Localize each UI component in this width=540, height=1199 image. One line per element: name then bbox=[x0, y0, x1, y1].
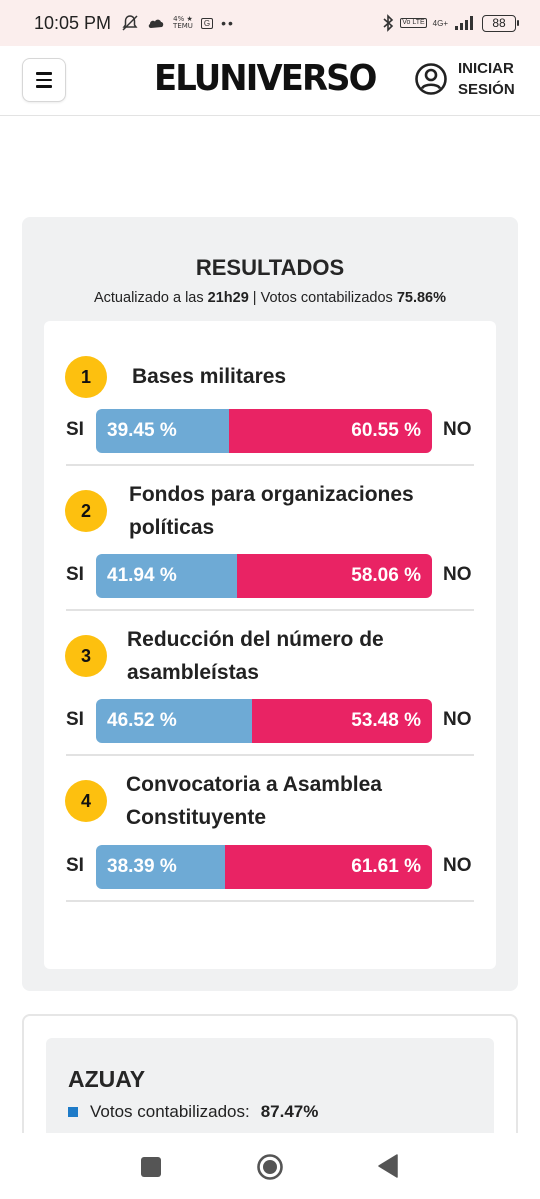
question-title: Reducción del número de asambleístas bbox=[127, 628, 384, 684]
site-header: ELUNIVERSO INICIAR SESIÓN bbox=[0, 46, 540, 116]
status-left-icons: 4% ★ TEMU G •• bbox=[121, 14, 235, 32]
more-notifications-icon: •• bbox=[221, 15, 235, 31]
province-panel[interactable]: AZUAY Votos contabilizados: 87.47% bbox=[46, 1038, 494, 1142]
province-card: AZUAY Votos contabilizados: 87.47% bbox=[22, 1014, 518, 1144]
si-segment: 41.94 % bbox=[96, 554, 237, 598]
vote-row: SI 41.94 % 58.06 % NO bbox=[44, 554, 496, 598]
question-number-badge: 4 bbox=[65, 780, 107, 822]
divider bbox=[66, 754, 474, 756]
no-label: NO bbox=[443, 564, 472, 585]
question-number-badge: 3 bbox=[65, 635, 107, 677]
vote-row: SI 39.45 % 60.55 % NO bbox=[44, 409, 496, 453]
province-name: AZUAY bbox=[68, 1066, 146, 1092]
vote-row: SI 46.52 % 53.48 % NO bbox=[44, 699, 496, 743]
legend-square-icon bbox=[68, 1107, 78, 1117]
triangle-back-icon[interactable] bbox=[377, 1153, 399, 1179]
si-segment: 46.52 % bbox=[96, 699, 253, 743]
si-segment: 39.45 % bbox=[96, 409, 229, 453]
question-number-badge: 2 bbox=[65, 490, 107, 532]
status-bar: 10:05 PM 4% ★ TEMU G •• Vo LTE 4G+ 88 bbox=[0, 0, 540, 46]
login-label: INICIAR SESIÓN bbox=[458, 60, 515, 98]
no-label: NO bbox=[443, 709, 472, 730]
status-time: 10:05 PM bbox=[34, 12, 112, 33]
square-icon[interactable] bbox=[141, 1157, 161, 1177]
no-segment: 60.55 % bbox=[228, 409, 432, 453]
battery-icon: 88 bbox=[482, 14, 519, 32]
status-right-icons: Vo LTE 4G+ 88 bbox=[382, 14, 519, 32]
g-app-icon: G bbox=[200, 17, 214, 29]
bluetooth-icon bbox=[383, 14, 394, 32]
no-segment: 61.61 % bbox=[224, 845, 432, 889]
counted-value: 75.86% bbox=[396, 290, 447, 306]
temu-app-icon: 4% ★ TEMU bbox=[173, 15, 193, 30]
results-title: RESULTADOS bbox=[195, 255, 345, 280]
divider bbox=[66, 900, 474, 902]
signal-icon bbox=[455, 16, 473, 30]
si-label: SI bbox=[66, 419, 84, 440]
network-type: 4G+ bbox=[432, 18, 448, 28]
vote-bar: 39.45 % 60.55 % bbox=[96, 409, 432, 453]
si-label: SI bbox=[66, 709, 84, 730]
divider bbox=[66, 609, 474, 611]
vote-row: SI 38.39 % 61.61 % NO bbox=[44, 845, 496, 889]
vote-bar: 46.52 % 53.48 % bbox=[96, 699, 432, 743]
cloud-icon bbox=[148, 19, 164, 28]
question-title: Fondos para organizaciones políticas bbox=[129, 483, 414, 539]
results-card: RESULTADOS Actualizado a las 21h29 | Vot… bbox=[22, 217, 518, 991]
vote-bar: 38.39 % 61.61 % bbox=[96, 845, 432, 889]
no-segment: 53.48 % bbox=[252, 699, 432, 743]
results-list: 1 Bases militares SI 39.45 % 60.55 % NO … bbox=[44, 321, 496, 969]
no-label: NO bbox=[443, 855, 472, 876]
user-circle-icon bbox=[415, 63, 447, 95]
hamburger-icon bbox=[36, 72, 52, 75]
circle-icon[interactable] bbox=[256, 1153, 284, 1181]
results-subtitle: Actualizado a las 21h29 | Votos contabil… bbox=[93, 290, 447, 306]
no-segment: 58.06 % bbox=[236, 554, 432, 598]
province-counted: Votos contabilizados: 87.47% bbox=[68, 1102, 318, 1122]
question-number-badge: 1 bbox=[65, 356, 107, 398]
mute-bell-icon bbox=[122, 15, 138, 31]
si-label: SI bbox=[66, 564, 84, 585]
login-button[interactable]: INICIAR SESIÓN bbox=[414, 58, 528, 100]
menu-button[interactable] bbox=[22, 58, 66, 102]
province-counted-value: 87.47% bbox=[260, 1102, 319, 1121]
system-nav-bar bbox=[0, 1133, 540, 1199]
si-label: SI bbox=[66, 855, 84, 876]
si-segment: 38.39 % bbox=[96, 845, 225, 889]
question-title: Bases militares bbox=[132, 365, 287, 388]
site-logo[interactable]: ELUNIVERSO bbox=[154, 58, 377, 99]
divider bbox=[66, 464, 474, 466]
question-title: Convocatoria a Asamblea Constituyente bbox=[126, 773, 382, 829]
vote-bar: 41.94 % 58.06 % bbox=[96, 554, 432, 598]
volte-icon: Vo LTE bbox=[400, 18, 427, 28]
updated-time: 21h29 bbox=[207, 290, 249, 306]
no-label: NO bbox=[443, 419, 472, 440]
